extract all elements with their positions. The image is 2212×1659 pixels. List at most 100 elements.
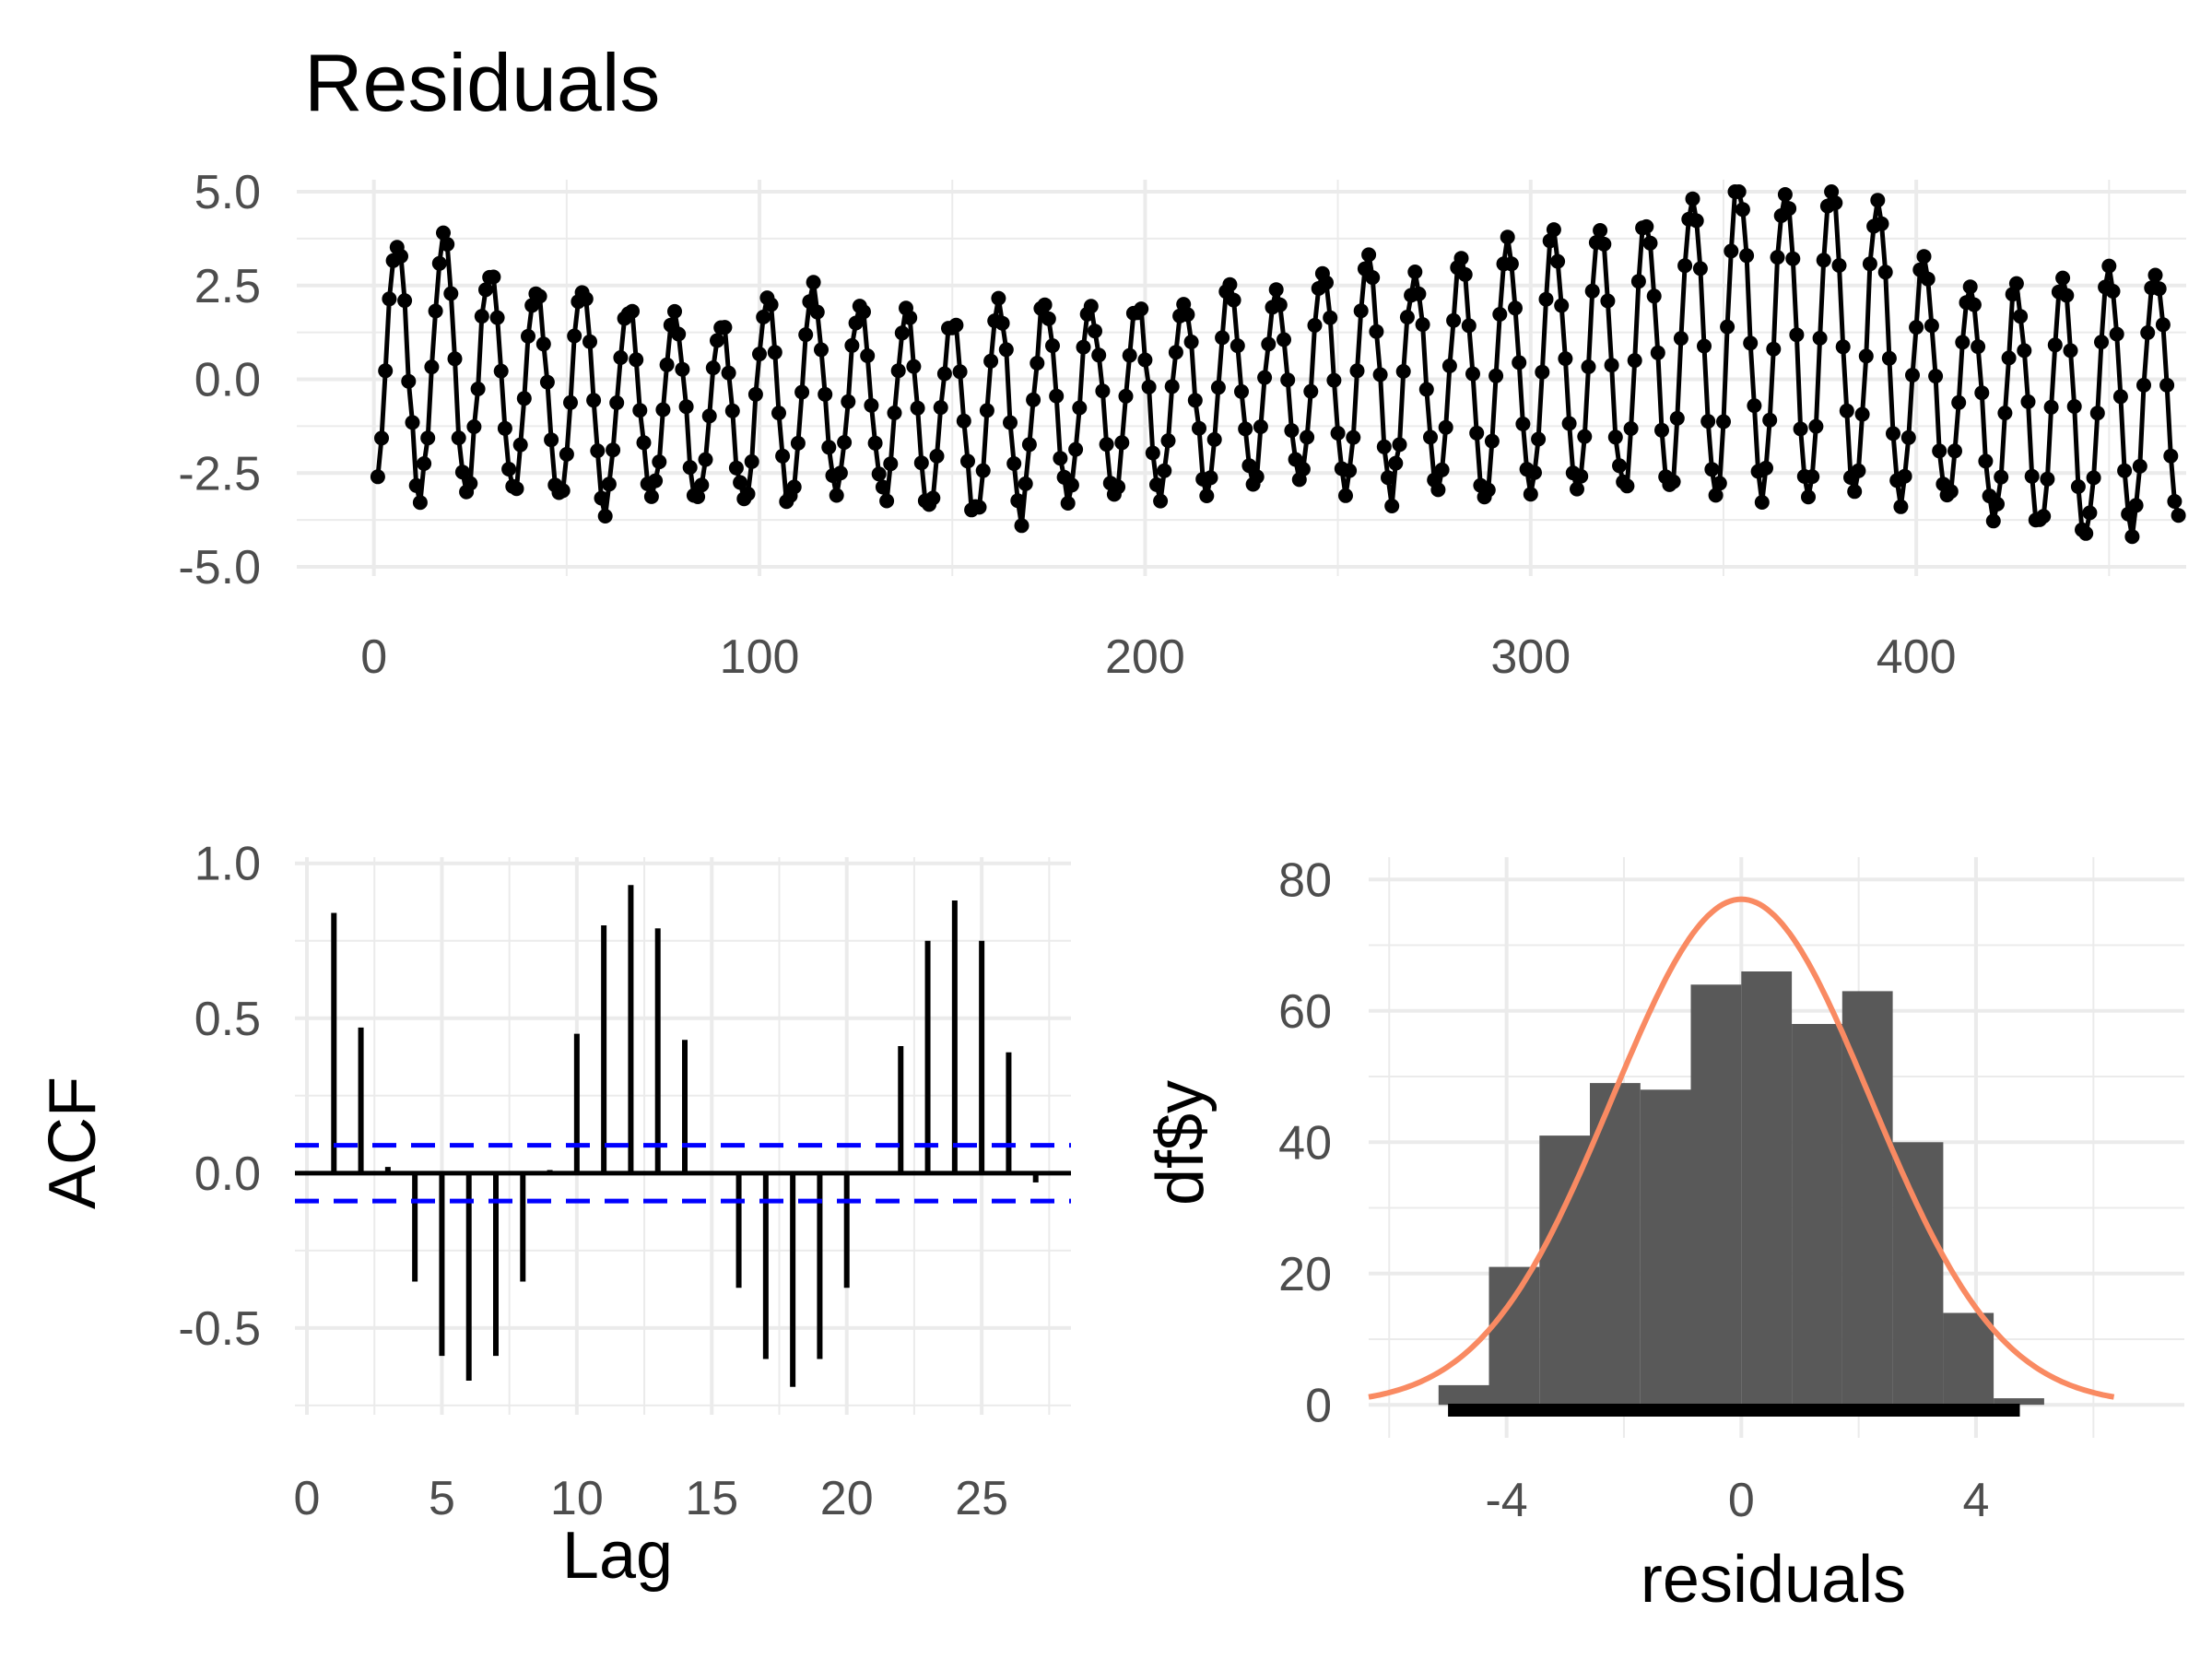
residual-point xyxy=(1835,339,1851,355)
residual-point xyxy=(2055,270,2071,286)
residual-point xyxy=(1978,453,1994,469)
x-tick-label: 200 xyxy=(1105,630,1185,684)
residual-point xyxy=(818,386,833,402)
residual-point xyxy=(1411,286,1427,301)
residual-point xyxy=(2109,326,2124,342)
residual-point xyxy=(1045,338,1060,354)
residual-point xyxy=(1168,345,1183,360)
residual-point xyxy=(1554,298,1570,313)
residual-point xyxy=(1319,275,1334,290)
residual-point xyxy=(1183,335,1199,349)
y-tick-label: 80 xyxy=(1278,853,1332,907)
residuals-x-axis-ticks: 0 100 200 300 400 xyxy=(360,630,1956,684)
residual-point xyxy=(1099,437,1114,453)
residual-point xyxy=(1037,297,1053,312)
residual-point xyxy=(516,391,532,406)
residual-point xyxy=(841,394,856,409)
residual-point xyxy=(1994,469,2009,485)
residual-point xyxy=(809,304,825,320)
residual-point xyxy=(1685,191,1700,206)
residual-point xyxy=(1535,364,1550,380)
residual-point xyxy=(1546,222,1561,238)
acf-y-axis-ticks: 1.0 0.5 0.0 -0.5 xyxy=(178,838,261,1356)
acf-bars xyxy=(295,885,1071,1387)
residual-point xyxy=(1064,477,1079,493)
residual-point xyxy=(775,448,791,464)
residual-point xyxy=(2047,337,2063,353)
residual-point xyxy=(906,359,922,374)
residual-point xyxy=(1905,368,1920,382)
residual-point xyxy=(1824,184,1840,199)
histogram-bar xyxy=(1943,1312,1994,1406)
residual-point xyxy=(2082,505,2098,521)
residual-point xyxy=(535,336,551,352)
residual-point xyxy=(1399,310,1415,325)
residual-point xyxy=(1816,253,1831,268)
residual-point xyxy=(994,315,1010,331)
residual-point xyxy=(1006,456,1022,471)
residual-point xyxy=(1607,429,1623,445)
residual-point xyxy=(2128,498,2144,513)
residual-point xyxy=(1137,352,1153,368)
residual-point xyxy=(1650,345,1665,360)
residual-point xyxy=(1238,421,1253,437)
rug-tick xyxy=(2014,1404,2020,1417)
residual-point xyxy=(1704,462,1720,477)
residual-point xyxy=(1434,462,1450,477)
residual-point xyxy=(1777,187,1793,202)
residual-point xyxy=(1164,379,1180,394)
residual-point xyxy=(509,481,524,497)
residual-point xyxy=(2020,394,2036,409)
residual-point xyxy=(1665,474,1681,489)
residual-point xyxy=(1808,418,1824,434)
residual-point xyxy=(724,403,740,418)
residual-point xyxy=(428,303,443,319)
residual-point xyxy=(1192,420,1206,436)
residual-point xyxy=(532,288,547,304)
residual-point xyxy=(1847,484,1863,500)
residual-point xyxy=(1508,300,1523,316)
residual-point xyxy=(740,486,756,501)
residual-point xyxy=(1747,398,1762,414)
residual-point xyxy=(1909,320,1924,335)
residual-point xyxy=(983,353,999,369)
normal-density-line xyxy=(1368,896,2115,1400)
residual-point xyxy=(1577,429,1593,444)
residual-point xyxy=(2063,343,2078,359)
residual-point xyxy=(1053,451,1068,466)
residual-point xyxy=(1030,356,1045,371)
residual-point xyxy=(794,384,810,400)
residual-point xyxy=(2155,317,2171,333)
residual-point xyxy=(2017,343,2032,359)
residual-point xyxy=(1739,248,1755,264)
residual-point xyxy=(1180,307,1195,323)
residual-point xyxy=(636,435,652,451)
histogram-y-axis-ticks: 0 20 40 60 80 xyxy=(1278,853,1332,1432)
residual-point xyxy=(756,310,771,324)
residual-point xyxy=(1789,327,1805,343)
residual-point xyxy=(1272,297,1288,312)
residual-point xyxy=(2036,509,2052,524)
residual-point xyxy=(1851,463,1866,478)
residual-point xyxy=(786,479,802,495)
residual-point xyxy=(1828,195,1843,211)
residual-point xyxy=(814,342,829,358)
residual-point xyxy=(1234,383,1249,399)
residual-point xyxy=(2059,288,2075,303)
residual-point xyxy=(728,460,744,476)
residual-point xyxy=(671,326,687,342)
residual-point xyxy=(1257,370,1273,385)
residual-point xyxy=(1346,429,1361,445)
residual-point xyxy=(832,465,848,481)
y-tick-label: 2.5 xyxy=(194,260,261,313)
residual-point xyxy=(1134,301,1149,317)
residual-point xyxy=(1874,216,1889,231)
residual-point xyxy=(470,382,486,396)
residual-point xyxy=(597,509,613,524)
residual-point xyxy=(1003,415,1018,430)
rug-tick xyxy=(1459,1404,1465,1417)
y-tick-label: 0.0 xyxy=(194,1147,261,1201)
residual-point xyxy=(1759,460,1773,476)
residual-point xyxy=(1326,372,1342,388)
residual-point xyxy=(948,317,964,333)
